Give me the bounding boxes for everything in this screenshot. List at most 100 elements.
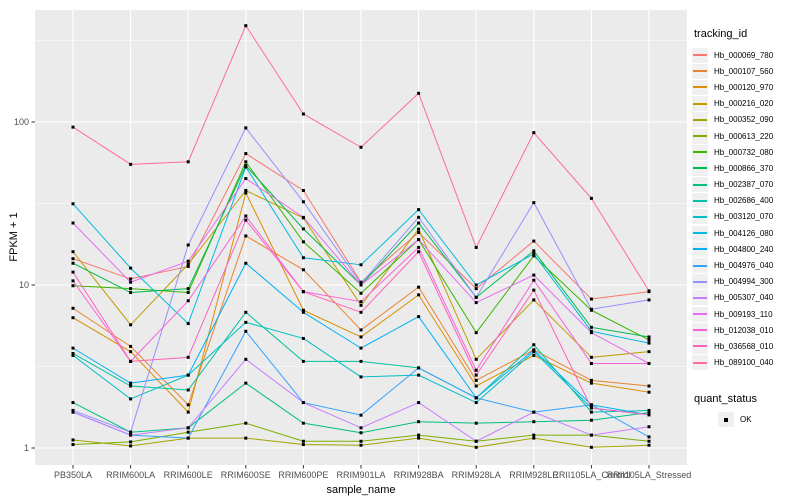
legend-entry-label: Hb_004126_080 (714, 228, 774, 238)
axis-ticks (31, 121, 650, 469)
legend-entry-Hb_000352_090: Hb_000352_090 (692, 112, 798, 128)
svg-text:10: 10 (19, 280, 29, 290)
legend-key-swatch (718, 412, 734, 428)
legend-key-line-icon (693, 70, 707, 73)
legend-key-swatch (692, 306, 708, 322)
legend-key-line-icon (693, 151, 707, 154)
legend-entry-Hb_000866_370: Hb_000866_370 (692, 160, 798, 176)
legend-entry-Hb_000732_080: Hb_000732_080 (692, 144, 798, 160)
legend-entry-Hb_000069_780: Hb_000069_780 (692, 47, 798, 63)
legend-entry-Hb_005307_040: Hb_005307_040 (692, 290, 798, 306)
svg-text:RRIM600PE: RRIM600PE (278, 470, 328, 480)
legend-key-line-icon (693, 135, 707, 138)
legend-entry-label: Hb_000107_560 (714, 66, 774, 76)
legend-entry-label: Hb_002686_400 (714, 196, 774, 206)
legend-entry-label: Hb_002387_070 (714, 180, 774, 190)
quant-status-legend: quant_status OK (692, 393, 798, 428)
ok-point-icon (724, 417, 728, 422)
svg-text:RRIM600LE: RRIM600LE (164, 470, 213, 480)
y-axis-title: FPKM + 1 (8, 212, 20, 262)
svg-text:RRIM600LA: RRIM600LA (106, 470, 155, 480)
legend-entry-label: Hb_000613_220 (714, 131, 774, 141)
legend-key-swatch (692, 144, 708, 160)
legend-key-swatch (692, 79, 708, 95)
svg-text:RRIM928LA: RRIM928LA (452, 470, 501, 480)
svg-text:PB350LA: PB350LA (54, 470, 92, 480)
legend-key-swatch (692, 177, 708, 193)
legend-key-line-icon (693, 264, 707, 267)
legend-entry-label: Hb_000732_080 (714, 147, 774, 157)
legend-key-swatch (692, 241, 708, 257)
x-axis-title: sample_name (326, 484, 396, 496)
legend-entry-Hb_004126_080: Hb_004126_080 (692, 225, 798, 241)
legend-entry-Hb_002387_070: Hb_002387_070 (692, 177, 798, 193)
legend-key-line-icon (693, 54, 707, 57)
legend-entry-label: Hb_000069_780 (714, 50, 774, 60)
legend-key-line-icon (693, 86, 707, 89)
svg-text:RRII105LA_Stressed: RRII105LA_Stressed (607, 470, 692, 480)
legend-title-tracking-id: tracking_id (694, 28, 748, 40)
legend-key-line-icon (693, 361, 707, 364)
legend-key-line-icon (693, 118, 707, 121)
legend-entry-label: Hb_000216_020 (714, 99, 774, 109)
gridlines (35, 10, 687, 465)
legend-entry-Hb_000107_560: Hb_000107_560 (692, 63, 798, 79)
svg-text:100: 100 (14, 117, 29, 127)
legend-entry-label: Hb_036568_010 (714, 341, 774, 351)
legend-key-line-icon (693, 215, 707, 218)
legend-entry-Hb_004994_300: Hb_004994_300 (692, 274, 798, 290)
svg-text:RRIM928BA: RRIM928BA (394, 470, 444, 480)
svg-text:RRIM928LE: RRIM928LE (509, 470, 558, 480)
legend-key-swatch (692, 193, 708, 209)
legend-key-line-icon (693, 296, 707, 299)
legend-key-line-icon (693, 329, 707, 332)
legend-entry-Hb_036568_010: Hb_036568_010 (692, 338, 798, 354)
data-points (71, 24, 651, 449)
legend-key-line-icon (693, 280, 707, 283)
legend-entry-label: OK (740, 415, 752, 425)
legend-entry-label: Hb_004994_300 (714, 277, 774, 287)
legend-entry-Hb_089100_040: Hb_089100_040 (692, 355, 798, 371)
legend-entry-Hb_002686_400: Hb_002686_400 (692, 193, 798, 209)
legend-entry-label: Hb_000120_970 (714, 82, 774, 92)
legend-entry-label: Hb_004800_240 (714, 244, 774, 254)
legend-items: Hb_000069_780 Hb_000107_560 Hb_000120_970 H… (692, 47, 798, 371)
legend-key-line-icon (693, 199, 707, 202)
legend-entry-label: Hb_089100_040 (714, 358, 774, 368)
svg-text:1: 1 (24, 443, 29, 453)
legend-entry-label: Hb_003120_070 (714, 212, 774, 222)
legend-key-swatch (692, 225, 708, 241)
legend-title-quant-status: quant_status (694, 392, 757, 405)
legend: tracking_id Hb_000069_780 Hb_000107_560 Hb… (692, 28, 798, 428)
legend-key-line-icon (693, 345, 707, 348)
svg-text:RRIM600SE: RRIM600SE (221, 470, 271, 480)
x-tick-labels: PB350LA RRIM600LA RRIM600LE RRIM600SE RRIM60… (54, 470, 691, 480)
legend-entry-label: Hb_005307_040 (714, 293, 774, 303)
legend-entry-Hb_000613_220: Hb_000613_220 (692, 128, 798, 144)
legend-key-swatch (692, 258, 708, 274)
legend-key-line-icon (693, 167, 707, 170)
legend-entry-Hb_009193_110: Hb_009193_110 (692, 306, 798, 322)
legend-key-line-icon (693, 183, 707, 186)
legend-entry-label: Hb_000866_370 (714, 163, 774, 173)
legend-entry-ok: OK (718, 412, 798, 428)
legend-entry-Hb_004976_040: Hb_004976_040 (692, 257, 798, 274)
legend-key-swatch (692, 112, 708, 128)
legend-key-swatch (692, 274, 708, 290)
legend-entry-Hb_004800_240: Hb_004800_240 (692, 241, 798, 257)
legend-entry-Hb_003120_070: Hb_003120_070 (692, 209, 798, 225)
legend-entry-label: Hb_012038_010 (714, 325, 774, 335)
legend-key-swatch (692, 63, 708, 79)
legend-entry-Hb_012038_010: Hb_012038_010 (692, 322, 798, 338)
legend-key-swatch (692, 290, 708, 306)
legend-key-swatch (692, 47, 708, 63)
svg-text:RRII105LA_Control: RRII105LA_Control (552, 470, 630, 480)
legend-entry-label: Hb_004976_040 (714, 261, 774, 271)
svg-text:RRIM901LA: RRIM901LA (336, 470, 385, 480)
legend-key-swatch (692, 128, 708, 144)
legend-key-swatch (692, 160, 708, 176)
legend-key-line-icon (693, 102, 707, 105)
legend-entry-Hb_000120_970: Hb_000120_970 (692, 79, 798, 95)
